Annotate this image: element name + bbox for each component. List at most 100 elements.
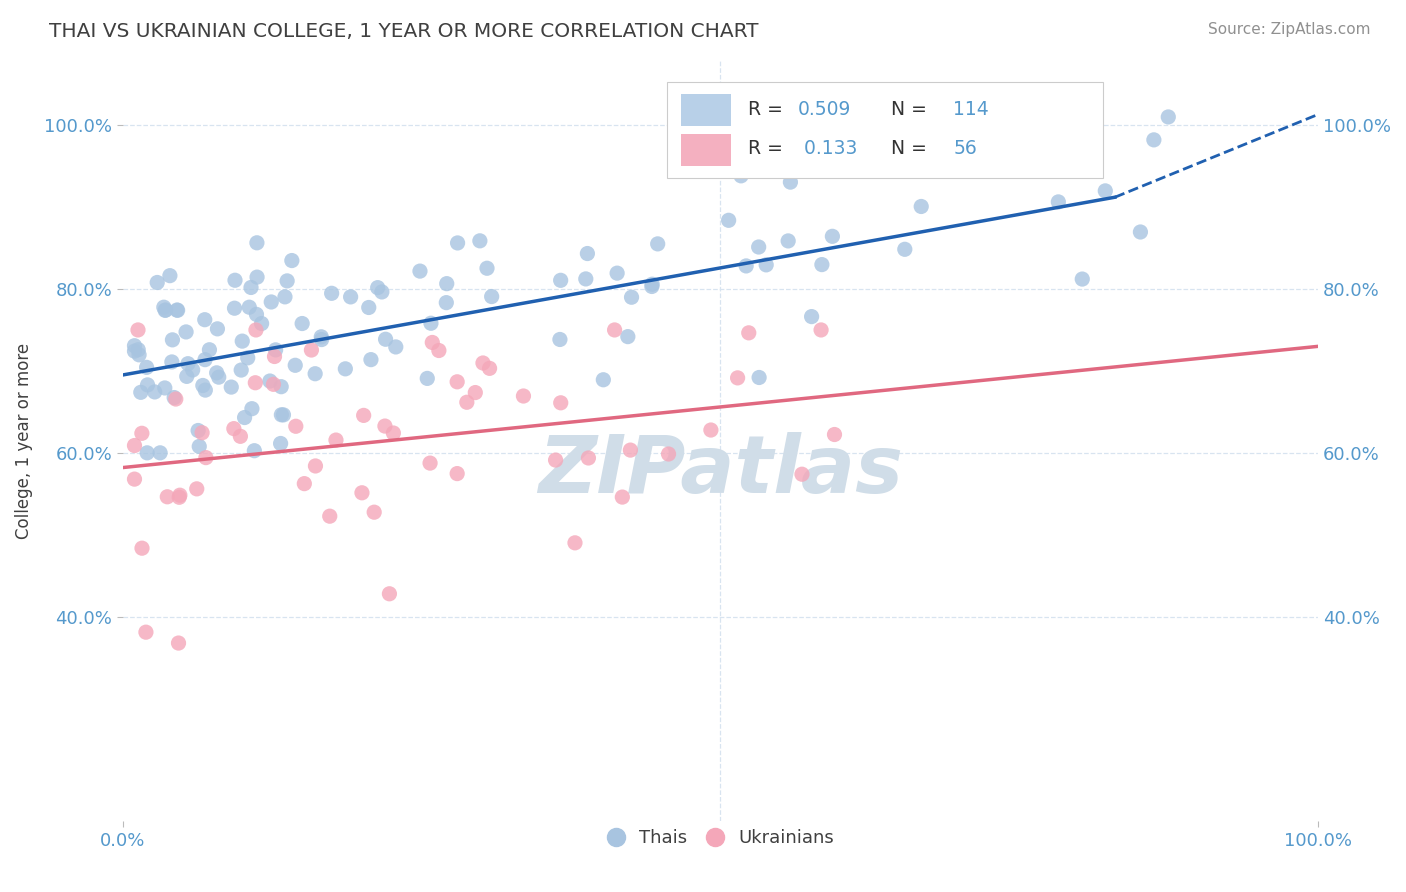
Point [339,290,361,304]
Point [135,360,157,375]
Point [382,425,405,440]
Point [456,395,478,409]
Point [468,234,491,248]
Point [727,371,749,385]
Point [748,240,770,254]
Text: N =: N = [879,100,934,119]
Point [194,352,217,367]
Legend: Thais, Ukrainians: Thais, Ukrainians [599,822,841,855]
Point [131,541,153,556]
Point [304,367,326,381]
Point [335,361,357,376]
Point [894,242,917,256]
Point [156,490,179,504]
Point [617,329,640,343]
Point [550,396,572,410]
Point [738,326,761,340]
Point [270,380,292,394]
Point [176,369,198,384]
Point [550,273,572,287]
Text: Source: ZipAtlas.com: Source: ZipAtlas.com [1208,22,1371,37]
Point [619,443,641,458]
Point [735,259,758,273]
Point [174,325,197,339]
Point [575,272,598,286]
Point [188,439,211,453]
Point [167,636,190,650]
Point [127,323,149,337]
Point [245,307,267,321]
Point [778,234,800,248]
Point [262,377,284,392]
Point [136,446,159,460]
Point [194,383,217,397]
Point [1047,194,1070,209]
Point [641,277,664,292]
Point [236,351,259,365]
Point [169,488,191,502]
Point [641,279,664,293]
Point [446,235,468,250]
Point [208,370,231,384]
Point [191,378,214,392]
Point [779,175,801,189]
Point [1094,184,1116,198]
Point [240,280,263,294]
Point [128,348,150,362]
Point [194,450,217,465]
Point [153,303,176,318]
Point [284,359,307,373]
Point [325,433,347,447]
Point [564,536,586,550]
Point [270,408,292,422]
Point [472,356,495,370]
Point [146,276,169,290]
Point [135,625,157,640]
Point [657,447,679,461]
FancyBboxPatch shape [681,94,731,126]
Point [603,323,626,337]
Point [481,289,503,303]
Point [647,236,669,251]
Point [311,330,333,344]
Point [810,323,832,337]
Text: THAI VS UKRAINIAN COLLEGE, 1 YEAR OR MORE CORRELATION CHART: THAI VS UKRAINIAN COLLEGE, 1 YEAR OR MOR… [49,22,759,41]
Point [478,361,501,376]
Point [163,391,186,405]
Point [606,266,628,280]
Point [155,303,177,318]
Point [250,317,273,331]
Point [274,290,297,304]
Point [191,425,214,440]
Point [1143,133,1166,147]
Point [620,290,643,304]
Point [464,385,486,400]
Point [371,285,394,299]
Point [1071,272,1094,286]
Point [177,357,200,371]
Point [273,408,295,422]
Text: 114: 114 [953,100,990,119]
Point [207,322,229,336]
Point [245,376,267,390]
Point [243,443,266,458]
Point [160,355,183,369]
Point [427,343,450,358]
Point [143,384,166,399]
Point [350,485,373,500]
Point [311,333,333,347]
Point [127,343,149,357]
FancyBboxPatch shape [681,134,731,166]
Text: N =: N = [879,139,934,158]
Point [291,317,314,331]
Point [548,333,571,347]
Point [245,323,267,337]
Point [319,509,342,524]
Point [166,303,188,318]
Point [578,450,600,465]
Point [612,490,634,504]
Point [165,392,187,406]
Point [246,235,269,250]
Point [367,280,389,294]
Point [544,453,567,467]
